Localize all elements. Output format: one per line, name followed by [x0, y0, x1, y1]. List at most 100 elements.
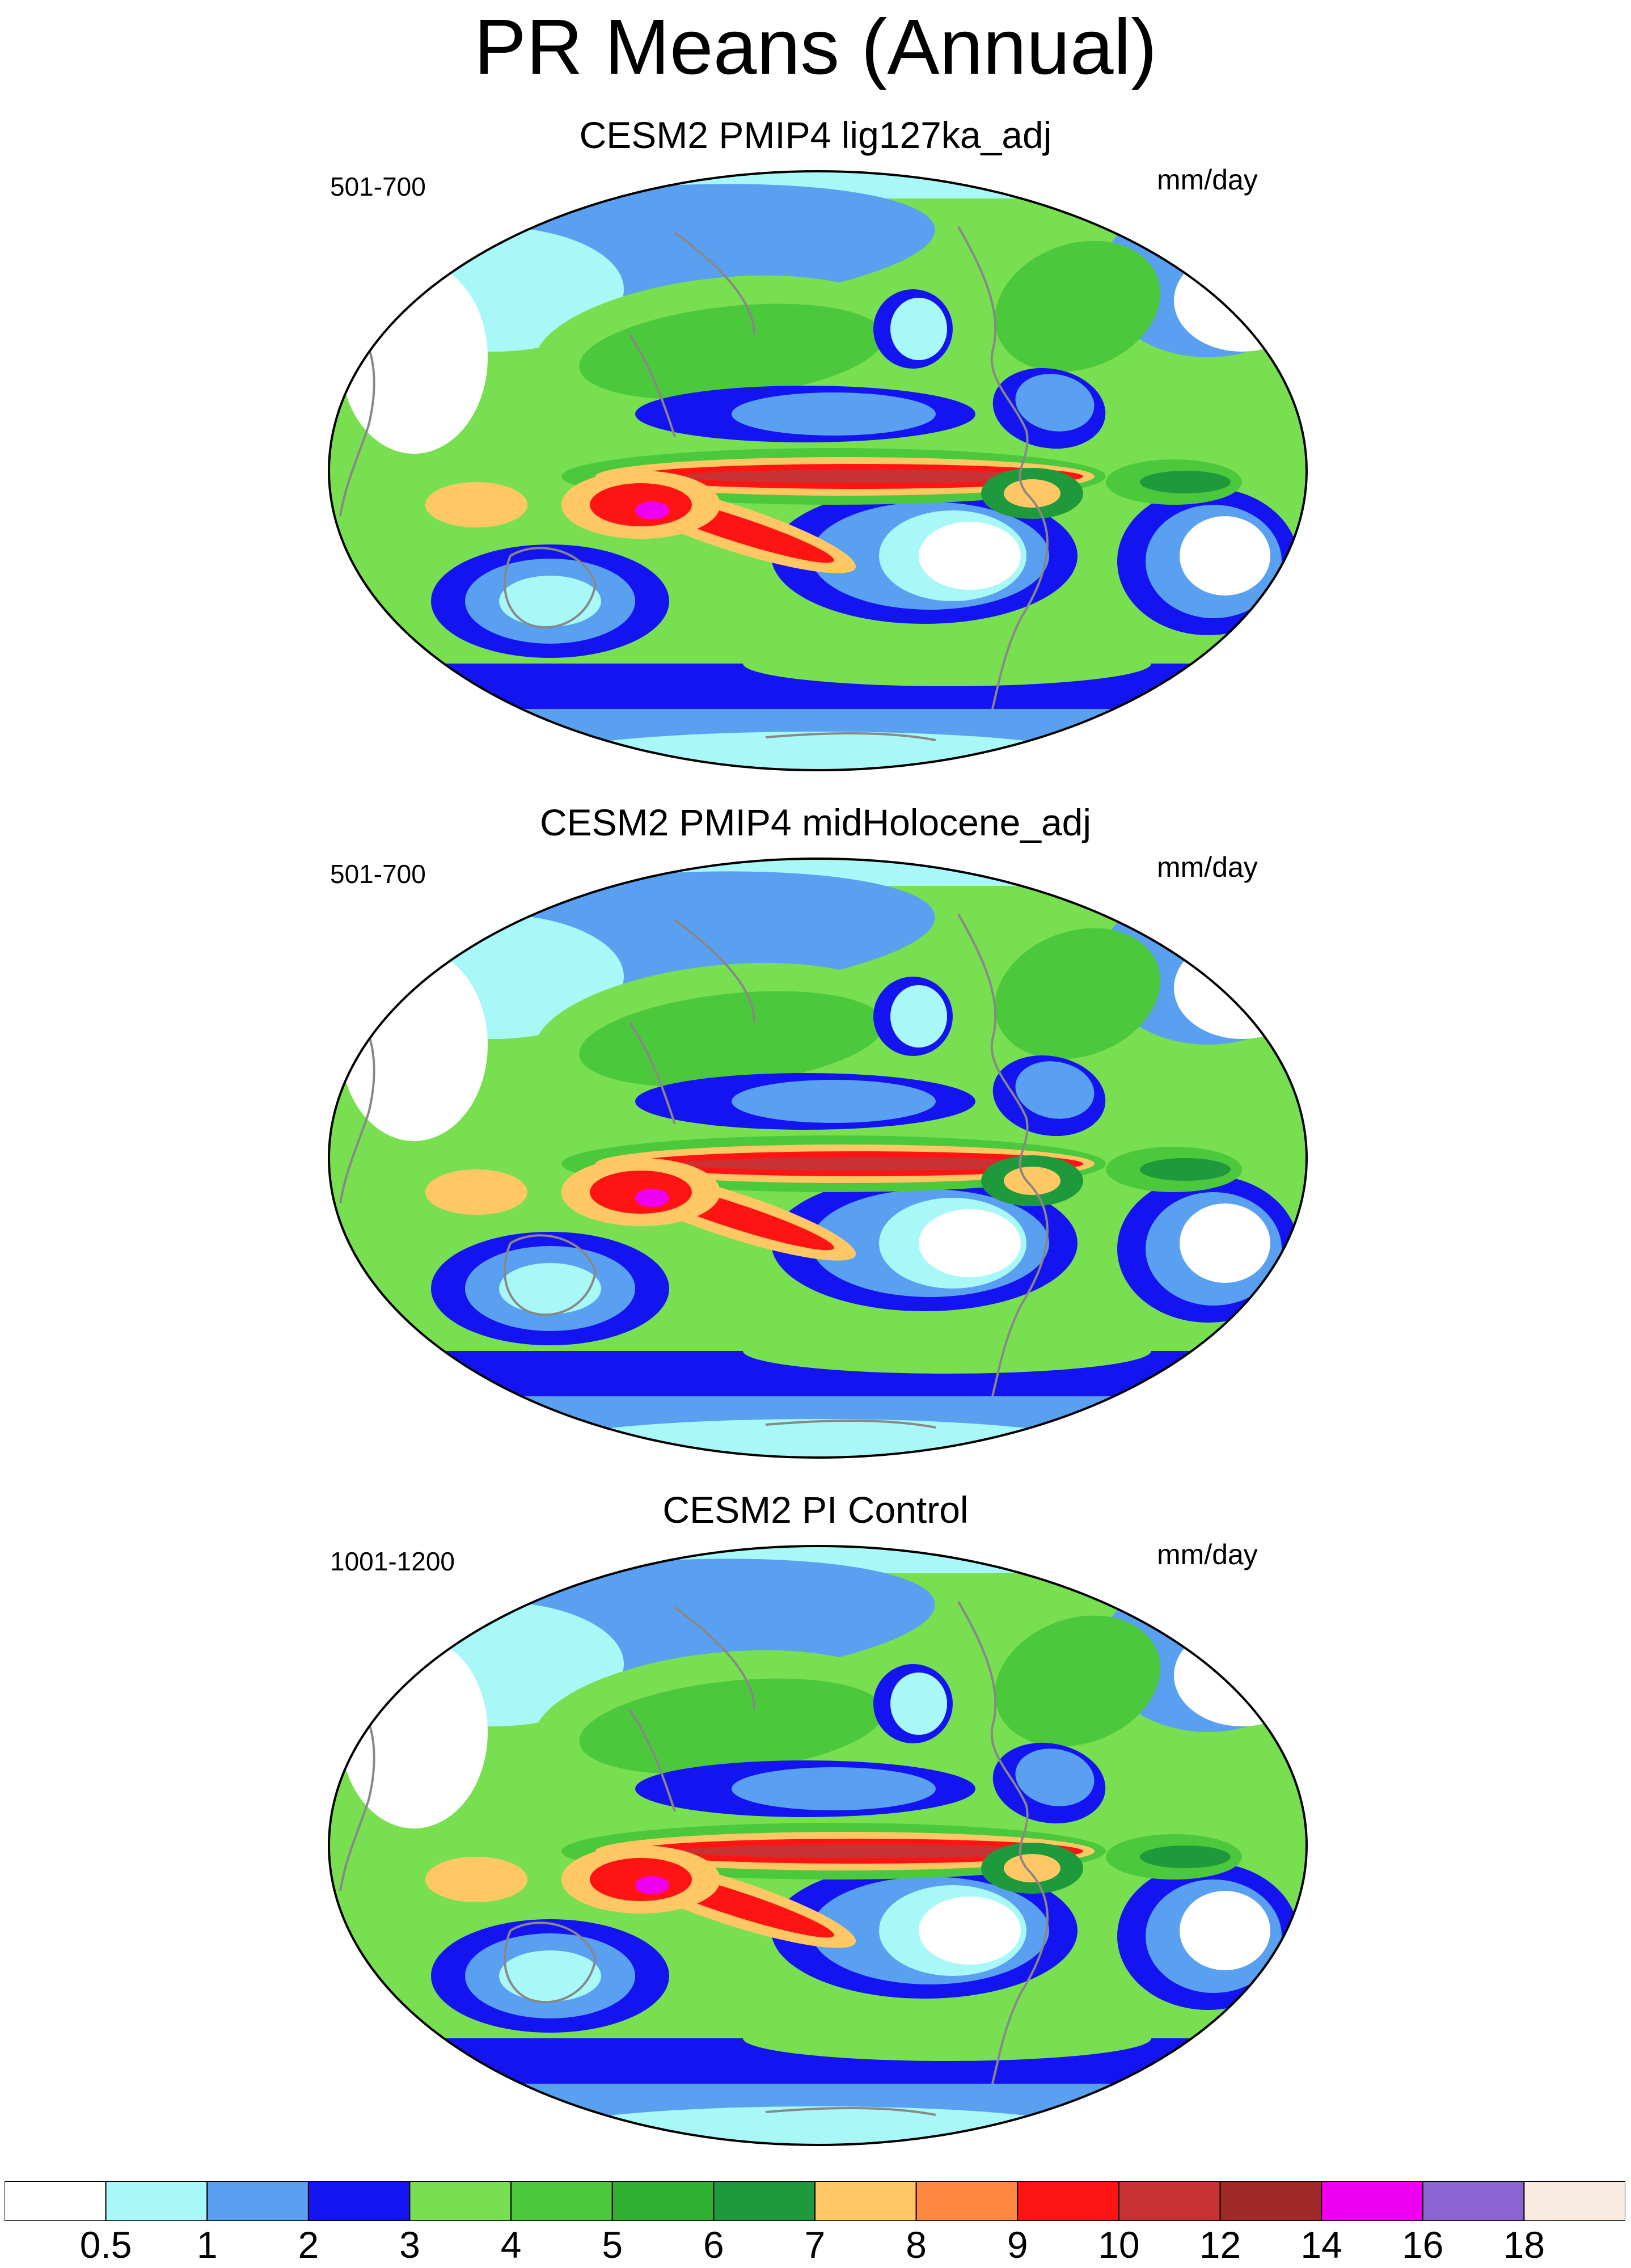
atlantic-itcz-core	[1140, 1158, 1231, 1181]
colorbar-label: 0.5	[79, 2224, 132, 2266]
atlantic-itcz-core	[1140, 471, 1231, 493]
atlantic-itcz-core	[1140, 1845, 1231, 1868]
panel-3-map	[328, 1545, 1308, 2146]
amazon-core	[1004, 1167, 1060, 1195]
central-asia-dry	[1174, 250, 1307, 352]
itcz-core	[681, 1157, 1055, 1171]
pacific-high	[890, 985, 947, 1048]
coast-asia	[628, 919, 755, 1125]
coast-asia	[628, 1606, 755, 1812]
coast-europe	[1173, 919, 1288, 966]
sahara-dry	[340, 1636, 488, 1828]
panel-3-title: CESM2 PI Control	[662, 1489, 969, 1531]
colorbar-label: 7	[804, 2224, 826, 2266]
south-pacific-storm	[743, 641, 1151, 686]
colorbar-box	[1523, 2181, 1625, 2221]
colorbar	[5, 2181, 1625, 2221]
maritime-max	[635, 1189, 669, 1207]
colorbar-label: 10	[1098, 2224, 1140, 2266]
na-subtropic-high	[1015, 1061, 1095, 1119]
sahara-dry	[340, 948, 488, 1141]
na-subtropic-high	[1015, 374, 1095, 432]
colorbar-box	[5, 2181, 107, 2221]
coast-australia	[504, 1921, 597, 2004]
panel-3-period: 1001-1200	[330, 1547, 455, 1576]
coast-antarctica	[765, 732, 936, 741]
panel-1-map	[328, 170, 1308, 771]
pacific-high	[890, 1673, 947, 1735]
colorbar-label: 16	[1402, 2224, 1444, 2266]
colorbar-box	[1219, 2181, 1322, 2221]
panel-2-period: 501-700	[330, 859, 426, 889]
colorbar-label: 3	[399, 2224, 420, 2266]
north-pacific-storm-core	[579, 1678, 884, 1775]
na-subtropic-high	[1015, 1748, 1095, 1806]
panel-1-units: mm/day	[1157, 164, 1258, 196]
coast-asia	[628, 231, 755, 437]
colorbar-box	[814, 2181, 917, 2221]
panel-3-units: mm/day	[1157, 1539, 1258, 1570]
np-subtropic-high	[732, 392, 936, 436]
panel-2-title: CESM2 PMIP4 midHolocene_adj	[539, 801, 1092, 843]
australia-dry	[499, 1263, 601, 1314]
coast-antarctica	[765, 1420, 936, 1429]
colorbar-label: 14	[1300, 2224, 1342, 2266]
maritime-max	[635, 1876, 669, 1894]
antarctica	[534, 732, 1101, 770]
amazon-core	[1004, 1854, 1060, 1882]
colorbar-box	[1422, 2181, 1525, 2221]
colorbar-box	[307, 2181, 411, 2221]
coast-europe	[1173, 1606, 1288, 1654]
north-atlantic-storm	[995, 1615, 1160, 1747]
north-atlantic-storm	[995, 928, 1160, 1059]
south-pacific-storm	[743, 1328, 1151, 1374]
sp-dry-core	[919, 1897, 1021, 1965]
coast-antarctica	[765, 2107, 936, 2116]
colorbar-box	[206, 2181, 309, 2221]
indian-ocean-rain	[425, 482, 527, 527]
panel-1-period: 501-700	[330, 172, 426, 201]
np-subtropic-high	[732, 1080, 936, 1123]
colorbar-label: 4	[500, 2224, 522, 2266]
colorbar-box	[510, 2181, 613, 2221]
antarctica	[534, 2106, 1101, 2145]
colorbar-box	[1017, 2181, 1119, 2221]
coast-north-america	[957, 226, 1029, 495]
colorbar-label: 5	[602, 2224, 623, 2266]
sp-dry-core	[919, 1209, 1021, 1277]
panel-1-title: CESM2 PMIP4 lig127ka_adj	[579, 114, 1052, 156]
colorbar-label: 9	[1007, 2224, 1028, 2266]
colorbar-box	[105, 2181, 208, 2221]
maritime-max	[635, 501, 669, 520]
indian-ocean-rain	[425, 1857, 527, 1902]
np-subtropic-high	[732, 1767, 936, 1810]
coast-australia	[504, 547, 597, 629]
coast-australia	[504, 1234, 597, 1316]
itcz-core	[681, 1844, 1055, 1858]
coast-south-america	[991, 1867, 1049, 2084]
colorbar-label: 1	[196, 2224, 218, 2266]
colorbar-label: 8	[906, 2224, 927, 2266]
central-asia-dry	[1174, 1624, 1307, 1726]
map-border	[328, 858, 1308, 1459]
colorbar-box	[409, 2181, 512, 2221]
colorbar-box	[1118, 2181, 1221, 2221]
coast-north-america	[957, 1601, 1029, 1869]
north-pacific-storm-core	[579, 303, 884, 400]
antarctica	[534, 1419, 1101, 1458]
north-atlantic-storm	[995, 240, 1160, 372]
colorbar-box	[915, 2181, 1019, 2221]
sa-dry-core	[1180, 1891, 1270, 1970]
sa-dry-core	[1180, 1203, 1270, 1283]
colorbar-box	[611, 2181, 715, 2221]
colorbar-box	[713, 2181, 816, 2221]
indian-ocean-rain	[425, 1169, 527, 1215]
central-asia-dry	[1174, 937, 1307, 1039]
map-border	[328, 170, 1308, 771]
colorbar-label: 18	[1503, 2224, 1545, 2266]
colorbar-label: 2	[298, 2224, 319, 2266]
colorbar-label: 6	[703, 2224, 724, 2266]
coast-south-america	[991, 1180, 1049, 1397]
sp-dry-core	[919, 522, 1021, 590]
panel-2-units: mm/day	[1157, 851, 1258, 883]
